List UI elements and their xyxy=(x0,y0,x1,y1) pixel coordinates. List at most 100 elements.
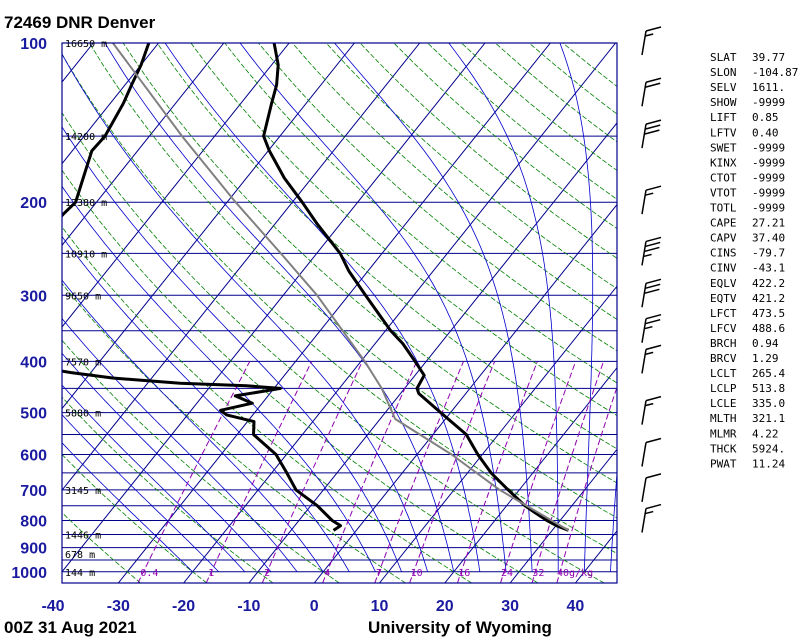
moist-adiabat-line xyxy=(610,467,617,572)
height-label: 16650 m xyxy=(65,39,107,50)
dry-adiabat-line xyxy=(122,43,617,484)
dry-adiabat-line xyxy=(224,43,617,384)
temperature-axis: -40 -30 -20 -10 0 10 20 30 40 xyxy=(41,598,584,615)
moist-adiabat-line xyxy=(62,352,272,573)
height-label: 10910 m xyxy=(65,249,107,260)
index-name: SWET xyxy=(710,141,737,154)
index-value: 335.0 xyxy=(752,397,785,410)
index-value: -9999 xyxy=(752,156,785,169)
index-name: BRCV xyxy=(710,352,737,365)
index-value: 1.29 xyxy=(752,352,779,365)
mixing-ratio-label: 16 xyxy=(458,568,470,579)
pressure-tick-label: 500 xyxy=(20,406,47,423)
index-name: TOTL xyxy=(710,202,737,215)
pressure-axis: 100 200 300 400 500 600 700 800 900 1000 xyxy=(11,36,47,582)
isotherm-line xyxy=(62,43,94,83)
moist-adiabat-line xyxy=(62,317,298,573)
mixing-ratio-label: 7 xyxy=(376,568,382,579)
wind-barb xyxy=(641,26,662,56)
dry-adiabat-line xyxy=(62,453,208,583)
dry-adiabat-line xyxy=(62,339,340,583)
index-name: VTOT xyxy=(710,187,737,200)
index-value: 473.5 xyxy=(752,307,785,320)
isotherm-line xyxy=(0,43,28,583)
mixing-ratio-label: 4 xyxy=(324,568,330,579)
wind-barb xyxy=(641,185,662,215)
isotherm-line xyxy=(62,43,486,573)
pressure-tick-label: 600 xyxy=(20,448,47,465)
pressure-tick-label: 800 xyxy=(20,514,47,531)
index-name: CINV xyxy=(710,262,737,275)
index-name: SLON xyxy=(710,66,737,79)
sounding-profiles xyxy=(62,43,570,532)
index-value: 11.24 xyxy=(752,457,785,470)
dry-adiabat-line xyxy=(62,53,617,555)
temperature-tick-label: -30 xyxy=(107,598,130,615)
moist-adiabat-line xyxy=(62,279,324,573)
mixing-ratio-label: 0.4 xyxy=(140,568,158,579)
dry-adiabat-line xyxy=(62,396,274,583)
dry-adiabat-line xyxy=(393,43,617,230)
isotherm-line xyxy=(313,203,617,583)
temperature-profile xyxy=(262,43,570,532)
isotherm-line xyxy=(62,43,159,165)
index-value: 422.2 xyxy=(752,277,785,290)
isotherm-line xyxy=(62,43,355,410)
mixing-ratio-labels: 0.4 1 2 4 7 10 16 24 32 40g/kg xyxy=(140,568,593,579)
dewpoint-profile xyxy=(62,43,342,532)
pressure-tick-label: 200 xyxy=(20,195,47,212)
index-name: MLMR xyxy=(710,427,737,440)
index-value: 0.40 xyxy=(752,126,779,139)
index-value: 5924. xyxy=(752,442,785,455)
isotherm-line xyxy=(117,43,551,583)
dry-adiabat-line xyxy=(62,512,141,583)
index-name: SLAT xyxy=(710,51,737,64)
index-name: EQLV xyxy=(710,277,737,290)
wind-barbs xyxy=(641,26,662,533)
height-label: 5880 m xyxy=(65,409,101,420)
index-name: CINS xyxy=(710,247,737,260)
moist-adiabat-line xyxy=(62,53,428,572)
mixing-ratio-line xyxy=(322,361,418,583)
index-name: CTOT xyxy=(710,171,737,184)
index-name: PWAT xyxy=(710,457,737,470)
index-value: 37.40 xyxy=(752,232,785,245)
mixing-ratio-line xyxy=(500,361,577,583)
parcel-profile xyxy=(112,43,570,532)
grid-lines xyxy=(0,43,617,583)
dry-adiabat-line xyxy=(258,43,617,352)
footer-date: 00Z 31 Aug 2021 xyxy=(4,618,137,637)
index-name: MLTH xyxy=(710,412,737,425)
temperature-tick-label: 10 xyxy=(371,598,389,615)
isotherm-line xyxy=(62,43,290,328)
stability-indices: SLAT 39.77 SLON -104.87 SELV 1611. SHOW -9999 LI… xyxy=(710,51,798,470)
temperature-tick-label: -40 xyxy=(41,598,64,615)
mixing-ratio-line xyxy=(205,361,313,583)
index-value: -9999 xyxy=(752,96,785,109)
dry-adiabat-line xyxy=(62,282,406,583)
index-value: 488.6 xyxy=(752,322,785,335)
index-value: 513.8 xyxy=(752,382,785,395)
temperature-tick-label: 30 xyxy=(501,598,519,615)
height-label: 3145 m xyxy=(65,486,101,497)
dry-adiabat-line xyxy=(427,43,617,200)
dry-adiabat-line xyxy=(461,43,617,171)
wind-barb xyxy=(641,119,662,149)
index-value: 421.2 xyxy=(752,292,785,305)
pressure-tick-label: 1000 xyxy=(11,565,47,582)
dry-adiabat-line xyxy=(325,43,617,290)
wind-barb xyxy=(641,473,662,503)
index-value: -79.7 xyxy=(752,247,785,260)
index-name: LCLT xyxy=(710,367,737,380)
index-value: 321.1 xyxy=(752,412,785,425)
height-label: 9650 m xyxy=(65,291,101,302)
temperature-tick-label: -10 xyxy=(237,598,260,615)
index-value: 27.21 xyxy=(752,217,785,230)
mixing-ratio-label: 2 xyxy=(264,568,270,579)
height-label: 7570 m xyxy=(65,357,101,368)
index-value: 4.22 xyxy=(752,427,779,440)
index-value: -9999 xyxy=(752,141,785,154)
dry-adiabat-line xyxy=(62,111,605,583)
pressure-tick-label: 900 xyxy=(20,541,47,558)
moist-adiabat-line xyxy=(62,442,193,573)
